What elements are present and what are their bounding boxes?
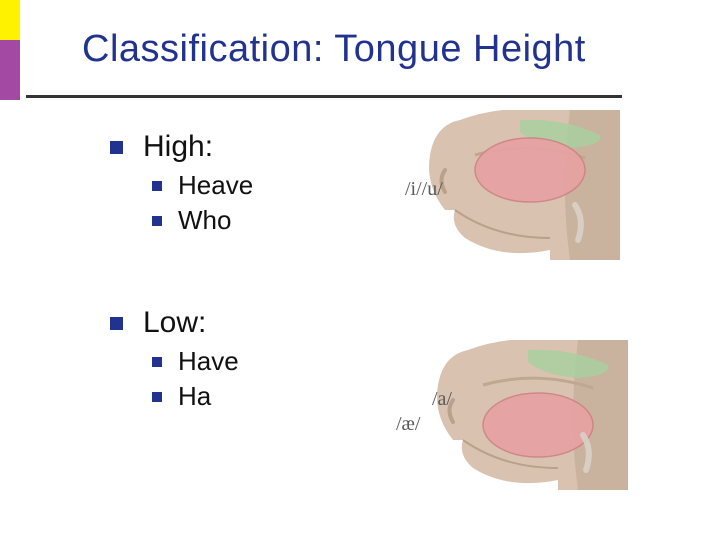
list-label: High: — [143, 130, 213, 164]
title-rule — [26, 95, 622, 98]
ipa-label-high: /i//u/ — [405, 178, 443, 201]
accent-bar-bottom — [0, 40, 20, 100]
ipa-label-low-a: /a/ — [432, 388, 452, 411]
bullet-icon — [110, 317, 123, 330]
list-subitem: Who — [152, 205, 253, 236]
list-item-low: Low: — [110, 306, 253, 340]
bullet-icon — [152, 181, 162, 191]
list-subitem: Have — [152, 346, 253, 377]
list-sublabel: Who — [178, 205, 231, 236]
bullet-icon — [152, 357, 162, 367]
bullet-icon — [110, 141, 123, 154]
bullet-icon — [152, 216, 162, 226]
ipa-label-low-ae: /æ/ — [396, 413, 420, 436]
list-subitem: Heave — [152, 170, 253, 201]
mouth-diagram-low — [408, 340, 628, 490]
list-sublabel: Heave — [178, 170, 253, 201]
list-sublabel: Ha — [178, 381, 211, 412]
bullet-icon — [152, 392, 162, 402]
list-label: Low: — [143, 306, 206, 340]
content-list: High: Heave Who Low: Have Ha — [110, 130, 253, 416]
list-sublabel: Have — [178, 346, 239, 377]
list-item-high: High: — [110, 130, 253, 164]
page-title: Classification: Tongue Height — [82, 28, 586, 71]
list-subitem: Ha — [152, 381, 253, 412]
